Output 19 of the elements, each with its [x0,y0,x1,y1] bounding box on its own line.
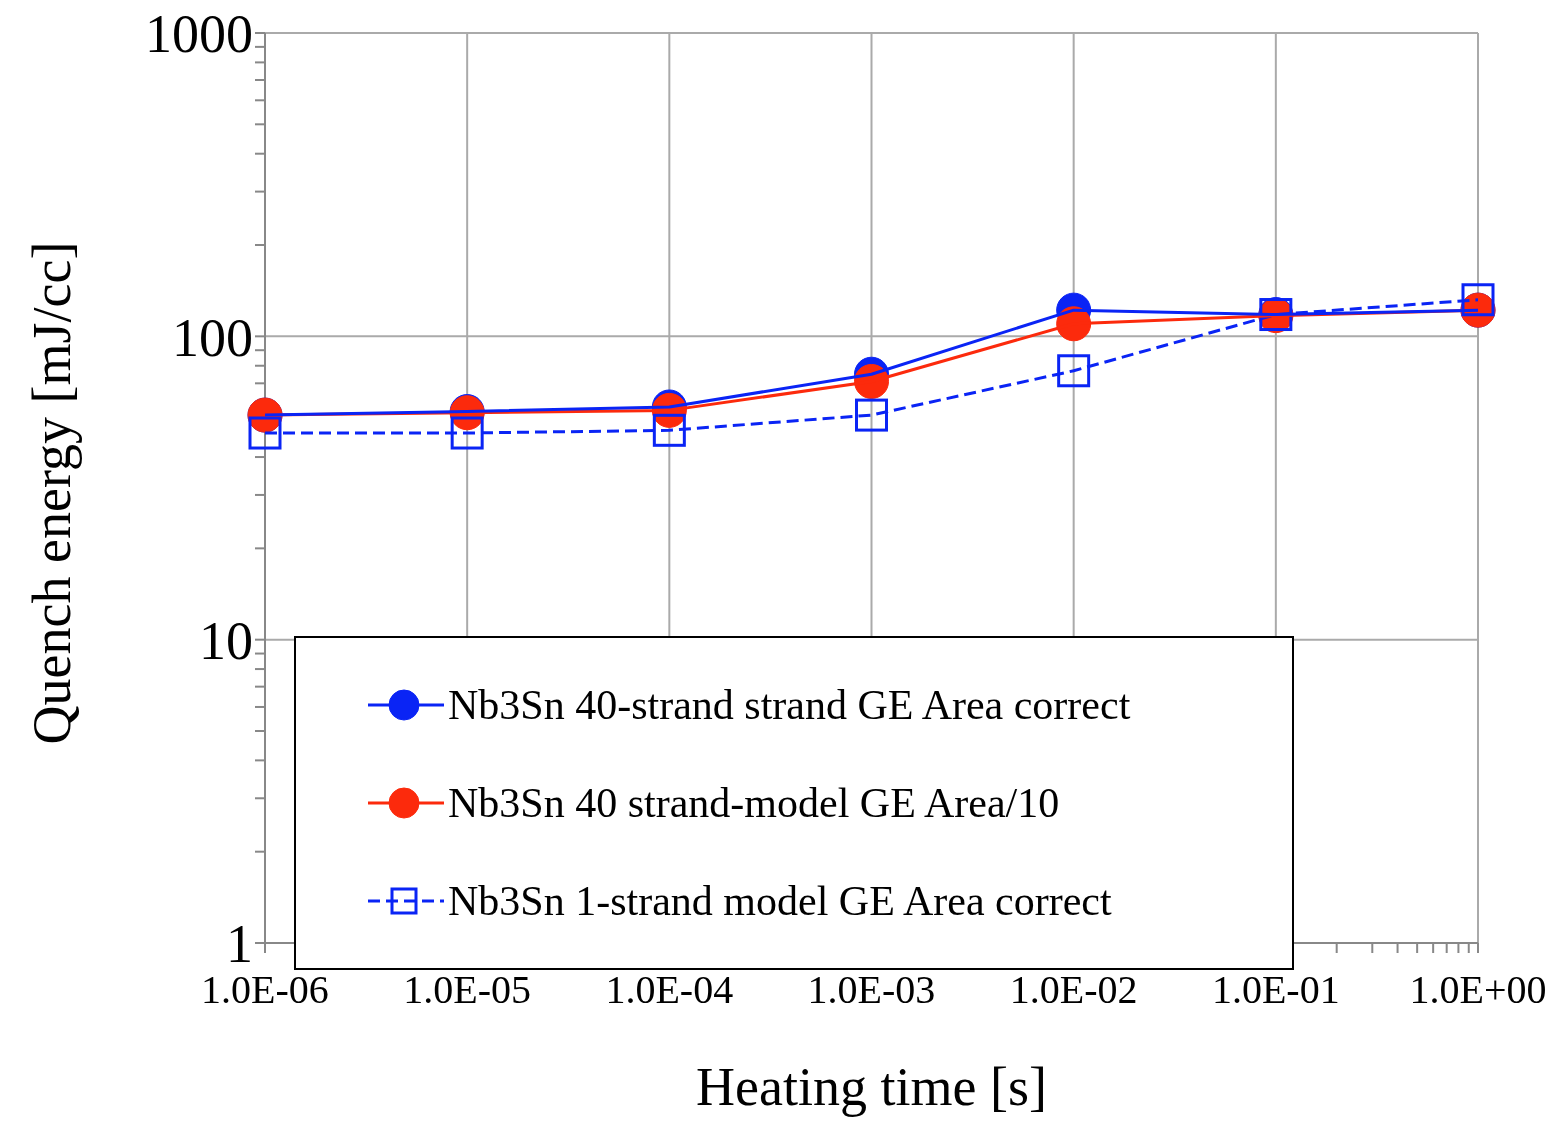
x-tick-label: 1.0E-01 [1211,967,1340,1013]
point [855,398,888,432]
x-tick-label: 1.0E-03 [807,967,936,1013]
y-tick-label: 1000 [145,4,253,65]
legend-label: Nb3Sn 40 strand-model GE Area/10 [448,779,1060,827]
x-tick-label: 1.0E-04 [605,967,734,1013]
point [248,416,282,450]
point [450,416,484,450]
x-tick-label: 1.0E+00 [1409,967,1547,1013]
point [1461,283,1495,317]
y-axis-title: Quench energy [mJ/cc] [22,241,82,745]
x-tick-label: 1.0E-02 [1009,967,1138,1013]
x-axis-title: Heating time [s] [696,1057,1047,1117]
x-tick-label: 1.0E-05 [403,967,532,1013]
y-tick-label: 10 [199,610,253,671]
legend-label: Nb3Sn 1-strand model GE Area correct [448,877,1112,925]
point [1057,354,1091,388]
legend-label: Nb3Sn 40-strand strand GE Area correct [448,681,1131,729]
y-tick-label: 100 [172,307,253,368]
